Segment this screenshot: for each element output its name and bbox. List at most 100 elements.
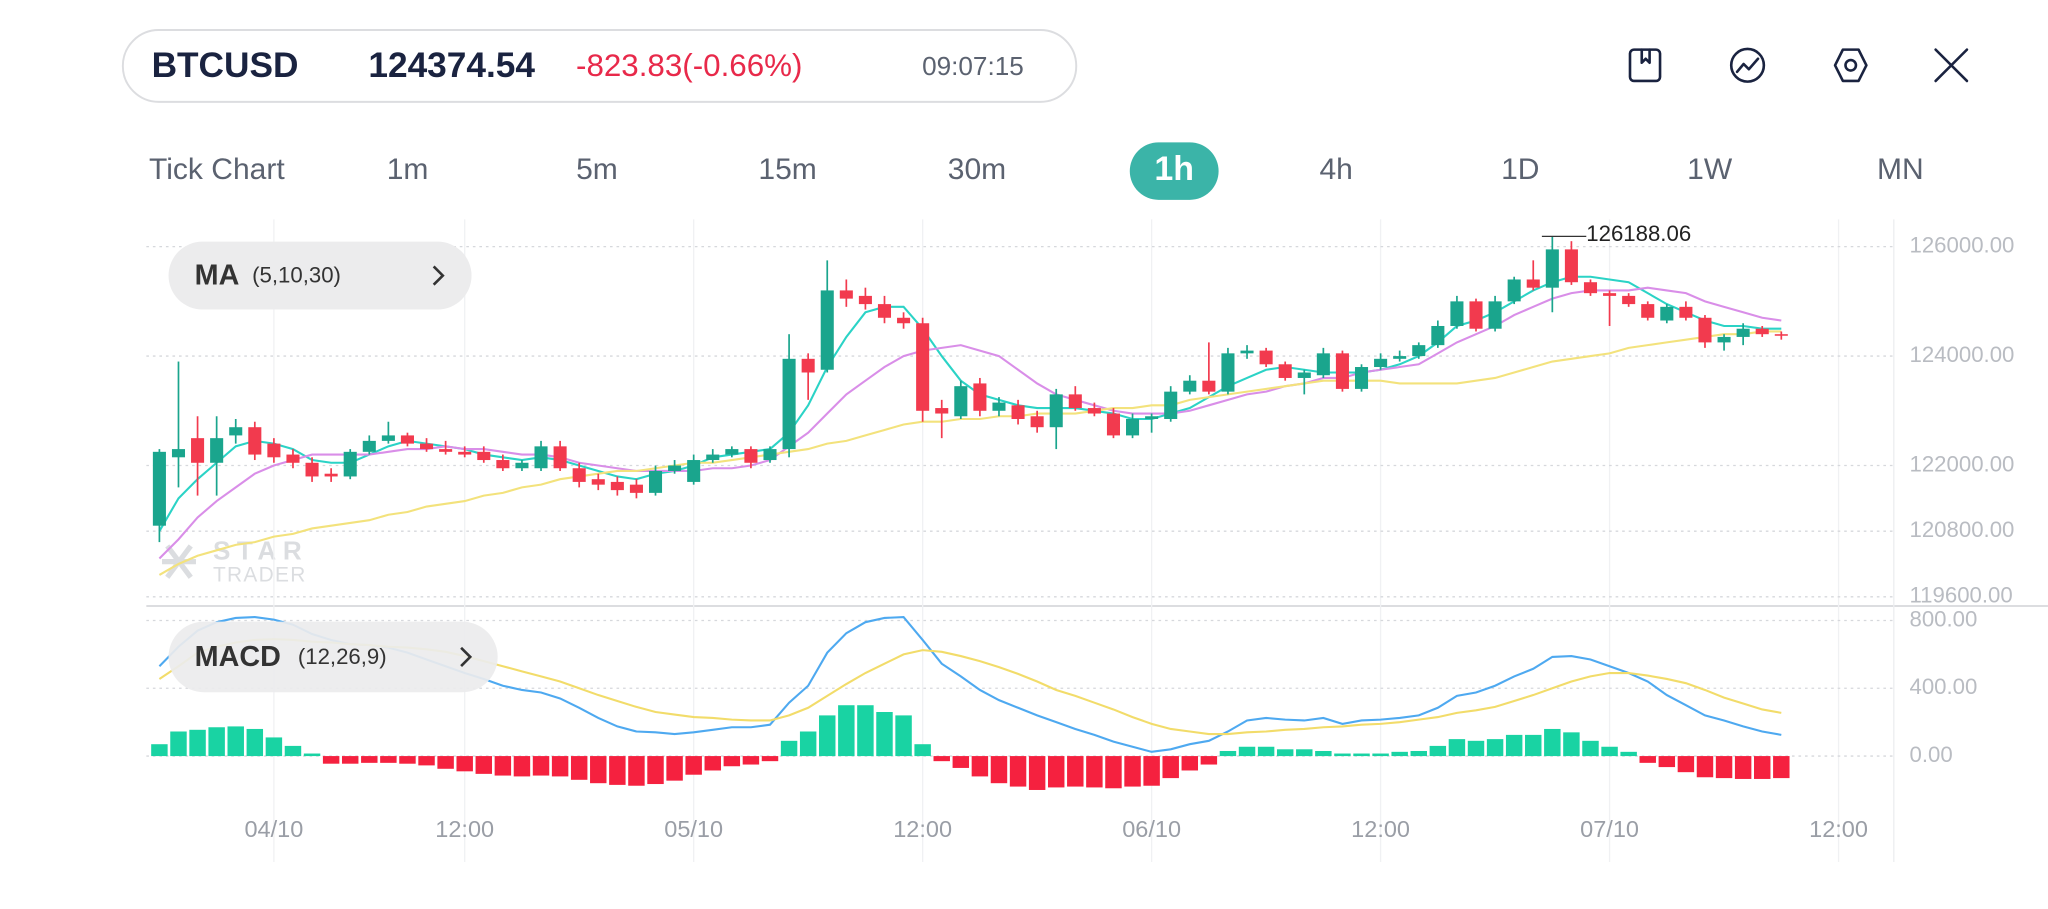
macd-bar — [780, 740, 798, 757]
indicator-line — [158, 286, 1782, 560]
macd-bar — [685, 756, 702, 775]
candle-body — [267, 443, 281, 458]
timeframe[interactable]: 4h — [1319, 153, 1352, 186]
macd-pill[interactable]: MACD (12,26,9) — [168, 621, 498, 693]
x-tick-label: 06/10 — [1122, 816, 1181, 842]
ma-pill[interactable]: MA (5,10,30) — [168, 241, 472, 310]
macd-bar — [914, 744, 931, 757]
indicator-pills: MA (5,10,30) MACD (12,26,9) — [168, 241, 498, 693]
macd-bar — [208, 727, 225, 757]
x-tick-label: 12:00 — [1351, 816, 1410, 842]
macd-bar — [1334, 753, 1351, 757]
settings-icon[interactable] — [1833, 48, 1868, 83]
macd-bar — [189, 729, 206, 757]
macd-bar — [857, 705, 874, 757]
macd-bar — [1410, 750, 1427, 757]
macd-bar — [990, 756, 1008, 784]
timeframe-active-bg[interactable] — [1129, 142, 1219, 200]
candle-body — [648, 470, 663, 493]
macd-bar — [799, 731, 817, 757]
macd-bar — [1162, 756, 1179, 779]
timeframe[interactable]: 1h — [1154, 150, 1194, 188]
y-tick-label: 122000.00 — [1909, 451, 2014, 476]
macd-bar — [1009, 756, 1027, 787]
candle-body — [458, 451, 472, 455]
bookmark-icon[interactable] — [1628, 48, 1662, 83]
candle-body — [858, 295, 872, 305]
candle-body — [1488, 301, 1502, 329]
macd-bar — [475, 756, 493, 774]
candle-body — [1049, 394, 1063, 428]
marks — [151, 236, 1790, 790]
x-tick-label: 12:00 — [893, 816, 952, 842]
candle-body — [1068, 394, 1082, 409]
macd-bar — [1773, 756, 1790, 779]
candle-body — [1412, 345, 1426, 357]
macd-bar — [1028, 756, 1046, 790]
macd-bar — [1143, 756, 1160, 786]
timeframe[interactable]: 15m — [758, 153, 816, 186]
macd-bar — [1620, 751, 1637, 757]
candle-body — [229, 427, 243, 436]
candle-body — [210, 438, 224, 463]
x-tick-label: 04/10 — [244, 816, 303, 842]
candle-body — [1278, 364, 1292, 378]
timeframe[interactable]: Tick Chart — [149, 153, 285, 186]
macd-bar — [1047, 756, 1065, 788]
macd-bar — [1429, 745, 1447, 757]
timeframe[interactable]: 1m — [387, 153, 429, 186]
candle-body — [1145, 416, 1159, 419]
timeframe[interactable]: 1W — [1687, 153, 1733, 186]
macd-bar — [265, 737, 283, 757]
macd-bar — [876, 712, 893, 757]
timeframe[interactable]: MN — [1877, 153, 1924, 186]
candle-body — [515, 462, 529, 469]
candle-body — [1469, 301, 1483, 329]
candle-body — [1698, 317, 1712, 343]
macd-bar — [895, 715, 912, 757]
candle-body — [935, 408, 949, 414]
macd-bar — [971, 756, 989, 777]
candle-body — [572, 468, 586, 482]
indicator-icon[interactable] — [1729, 47, 1766, 83]
macd-bar — [1276, 749, 1294, 757]
macd-bar — [532, 756, 550, 776]
candle-body — [1679, 306, 1693, 318]
macd-bar — [170, 731, 187, 757]
candle-body — [534, 446, 548, 469]
candle-body — [439, 449, 453, 452]
candle-body — [324, 473, 338, 477]
macd-bar — [1677, 756, 1695, 773]
candle-body — [897, 317, 911, 324]
macd-bar — [437, 756, 454, 769]
macd-bar — [1563, 732, 1580, 757]
time: 09:07:15 — [922, 51, 1024, 81]
timeframe[interactable]: 5m — [576, 153, 618, 186]
macd-bar — [1124, 756, 1141, 787]
candle-body — [763, 449, 777, 461]
candle-body — [1259, 350, 1273, 365]
y-tick-label: 0.00 — [1909, 742, 1952, 767]
macd-bar — [322, 756, 340, 764]
candle-body — [610, 481, 624, 491]
candle-body — [1774, 334, 1788, 336]
candle-body — [1202, 380, 1216, 392]
macd-bar — [341, 756, 359, 764]
macd-bar — [494, 756, 512, 776]
price: 124374.54 — [368, 46, 535, 85]
candle-body — [1717, 336, 1731, 343]
macd-bar — [609, 756, 626, 785]
timeframe[interactable]: 1D — [1501, 153, 1539, 186]
candle-body — [591, 479, 605, 485]
ma-pill-bg[interactable] — [168, 241, 472, 310]
close-icon[interactable] — [1934, 48, 1969, 83]
timeframe-bar: Tick Chart 1m 5m 15m 30m 1h 4h 1D 1W MN — [149, 142, 1924, 200]
timeframe[interactable]: 30m — [948, 153, 1006, 186]
candle-body — [1374, 358, 1388, 368]
macd-pill-bg[interactable] — [168, 621, 498, 693]
candle-body — [305, 462, 319, 477]
candle-body — [1660, 306, 1674, 321]
candle-body — [1393, 356, 1407, 359]
macd-bar — [838, 705, 855, 757]
